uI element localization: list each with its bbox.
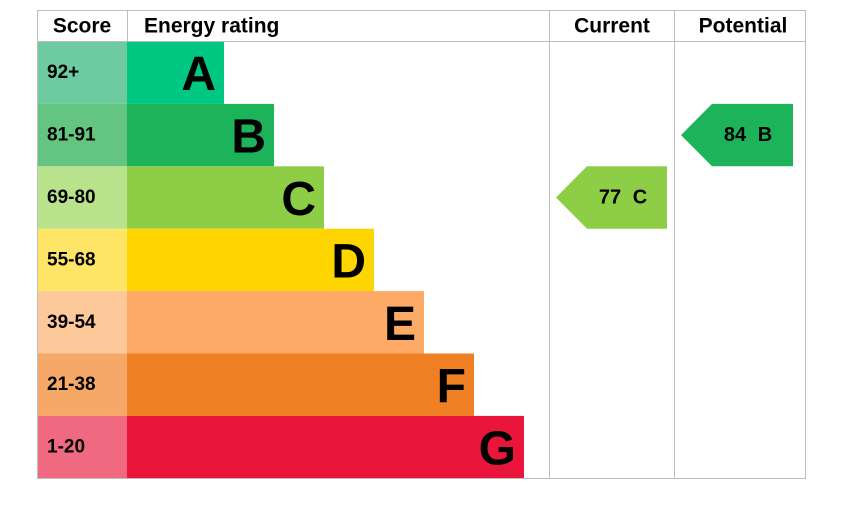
current-value: 77 xyxy=(599,187,621,209)
current-letter: C xyxy=(633,187,647,209)
score-cell xyxy=(38,41,127,104)
score-cell xyxy=(38,228,127,292)
potential-letter: B xyxy=(758,124,772,146)
rating-bar xyxy=(127,415,524,479)
rating-letter: C xyxy=(281,173,316,226)
rating-letter: D xyxy=(331,235,366,288)
score-cell xyxy=(38,415,127,479)
header-potential: Potential xyxy=(699,15,788,38)
score-range: 1-20 xyxy=(47,437,85,458)
rating-bar xyxy=(127,228,374,292)
rating-letter: A xyxy=(181,48,216,101)
current-arrow xyxy=(556,166,667,229)
header-energy-rating: Energy rating xyxy=(144,15,279,38)
rating-letter: G xyxy=(479,423,516,476)
rating-bar xyxy=(127,291,424,354)
header-current: Current xyxy=(574,15,650,38)
score-cell xyxy=(38,166,127,229)
score-range: 39-54 xyxy=(47,312,96,333)
score-range: 81-91 xyxy=(47,125,96,146)
header-score: Score xyxy=(53,15,111,38)
score-range: 55-68 xyxy=(47,249,96,270)
score-range: 21-38 xyxy=(47,374,96,395)
rating-bar xyxy=(127,103,274,167)
rating-letter: F xyxy=(437,360,466,413)
score-range: 92+ xyxy=(47,62,79,83)
score-cell xyxy=(38,353,127,416)
rating-letter: E xyxy=(384,298,416,351)
score-cell xyxy=(38,291,127,354)
frame xyxy=(37,10,806,479)
score-cell xyxy=(38,103,127,167)
score-range: 69-80 xyxy=(47,187,96,208)
rating-bar xyxy=(127,166,324,229)
rating-bar xyxy=(127,353,474,416)
potential-value: 84 xyxy=(724,124,747,146)
table-frame xyxy=(37,10,806,479)
rating-bar xyxy=(127,41,224,104)
potential-arrow xyxy=(681,103,793,167)
rating-letter: B xyxy=(231,111,266,164)
